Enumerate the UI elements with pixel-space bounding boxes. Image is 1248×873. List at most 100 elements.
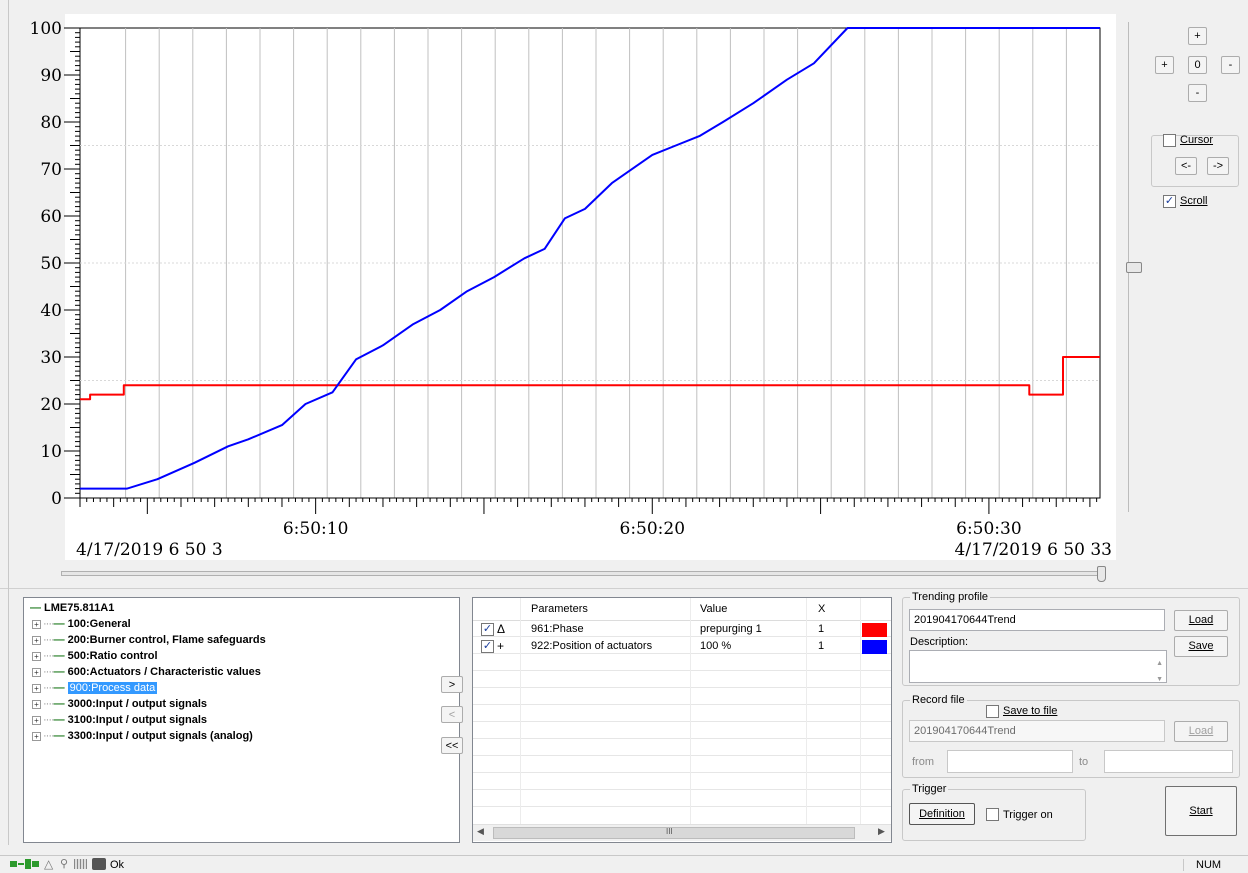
zoom-out-vertical-button[interactable]: -: [1188, 84, 1207, 102]
horizontal-slider-track: [61, 571, 1106, 576]
num-lock-indicator: NUM: [1183, 859, 1243, 871]
zoom-out-horizontal-button[interactable]: -: [1221, 56, 1240, 74]
description-scroll-up-icon[interactable]: ▲: [1156, 660, 1163, 667]
tree-node-icon: —: [53, 714, 65, 726]
parameter-tree[interactable]: — LME75.811A1 + ····— 100:General + ····— 200:B…: [23, 597, 460, 843]
grid-row-line: [473, 636, 891, 637]
param-visible-checkbox[interactable]: ✓: [481, 623, 494, 636]
series-marker-icon: +: [497, 639, 505, 653]
expand-icon[interactable]: +: [32, 699, 41, 709]
horizontal-time-slider[interactable]: [61, 566, 1106, 582]
tree-item[interactable]: + ····— 3000:Input / output signals: [32, 698, 207, 713]
grid-hscroll-thumb[interactable]: III: [493, 827, 855, 839]
tree-root[interactable]: — LME75.811A1: [30, 602, 114, 617]
expand-icon[interactable]: +: [32, 651, 41, 661]
grid-col-line: [860, 598, 861, 824]
record-file-input: 201904170644Trend: [909, 720, 1165, 742]
record-load-label: Load: [1188, 725, 1214, 737]
scroll-right-arrow-icon[interactable]: ▶: [878, 826, 885, 836]
series-color-swatch[interactable]: [862, 640, 887, 654]
y-tick-label: 30: [40, 348, 62, 368]
trigger-group: [902, 789, 1086, 841]
grid-row-line: [473, 721, 891, 722]
zoom-in-vertical-button[interactable]: +: [1188, 27, 1207, 45]
tree-node-icon: —: [53, 730, 65, 742]
vertical-zoom-slider[interactable]: [1126, 22, 1142, 512]
cursor-left-button[interactable]: <-: [1175, 157, 1197, 175]
grid-row-line: [473, 687, 891, 688]
column-header-x[interactable]: X: [818, 603, 826, 615]
tree-item-label: 100:General: [67, 618, 131, 630]
trigger-on-checkbox[interactable]: [986, 808, 999, 821]
zoom-reset-button[interactable]: 0: [1188, 56, 1207, 74]
y-tick-label: 0: [51, 489, 62, 509]
expand-icon[interactable]: +: [32, 635, 41, 645]
scroll-left-arrow-icon[interactable]: ◀: [477, 826, 484, 836]
scroll-checkbox[interactable]: ✓: [1163, 195, 1176, 208]
y-tick-label: 50: [40, 254, 62, 274]
zoom-in-horizontal-button[interactable]: +: [1155, 56, 1174, 74]
expand-icon[interactable]: +: [32, 715, 41, 725]
grid-row-line: [473, 789, 891, 790]
tree-item[interactable]: + ····— 500:Ratio control: [32, 650, 158, 665]
grid-row-line: [473, 772, 891, 773]
tree-item[interactable]: + ····— 3100:Input / output signals: [32, 714, 207, 729]
param-x: 1: [818, 623, 825, 635]
expand-icon[interactable]: +: [32, 731, 41, 741]
selected-parameters-grid[interactable]: Parameters Value X ◀ III ▶ ✓ Δ 961:Phase pr…: [472, 597, 892, 843]
grid-hscrollbar[interactable]: ◀ III ▶: [473, 824, 891, 841]
add-parameter-button[interactable]: >: [441, 676, 463, 693]
profile-save-button[interactable]: Save: [1174, 636, 1228, 657]
record-load-button[interactable]: Load: [1174, 721, 1228, 742]
remove-all-parameters-button[interactable]: <<: [441, 737, 463, 754]
trigger-definition-button[interactable]: Definition: [909, 803, 975, 825]
trending-profile-group: [902, 597, 1240, 686]
vertical-slider-thumb[interactable]: [1126, 262, 1142, 273]
cursor-checkbox[interactable]: [1163, 134, 1176, 147]
tree-item[interactable]: + ····— 600:Actuators / Characteristic val…: [32, 666, 261, 681]
tree-connector: ····: [43, 698, 55, 710]
y-tick-label: 10: [40, 442, 62, 462]
profile-name-input[interactable]: 201904170644Trend: [909, 609, 1165, 631]
param-row[interactable]: ✓ Δ 961:Phase prepurging 1 1: [473, 622, 891, 637]
tree-item[interactable]: + ····— 900:Process data: [32, 682, 158, 697]
grid-col-line: [806, 598, 807, 824]
grid-row-line: [473, 738, 891, 739]
profile-load-button[interactable]: Load: [1174, 610, 1228, 631]
column-header-parameters[interactable]: Parameters: [531, 603, 588, 615]
description-scroll-down-icon[interactable]: ▼: [1156, 676, 1163, 683]
tree-item-label: 200:Burner control, Flame safeguards: [67, 634, 266, 646]
description-textarea[interactable]: ▲ ▼: [909, 650, 1167, 683]
param-row[interactable]: ✓ +922:Position of actuators 100 % 1: [473, 639, 891, 654]
to-input[interactable]: [1104, 750, 1233, 773]
tree-node-icon: —: [53, 618, 65, 630]
from-input[interactable]: [947, 750, 1073, 773]
tree-item[interactable]: + ····— 200:Burner control, Flame safeguar…: [32, 634, 266, 649]
cursor-group: [1151, 135, 1239, 187]
tree-item-label: 500:Ratio control: [67, 650, 158, 662]
series-color-swatch[interactable]: [862, 623, 887, 637]
tree-connector: ····: [43, 618, 55, 630]
param-visible-checkbox[interactable]: ✓: [481, 640, 494, 653]
trigger-title: Trigger: [910, 783, 949, 795]
chart-end-time-label: 4/17/2019 6 50 33: [955, 540, 1112, 560]
tree-item[interactable]: + ····— 100:General: [32, 618, 131, 633]
tree-node-icon: —: [30, 602, 41, 614]
tree-connector: ····: [43, 682, 55, 694]
param-name: 961:Phase: [531, 623, 584, 635]
save-to-file-checkbox[interactable]: [986, 705, 999, 718]
column-header-value[interactable]: Value: [700, 603, 728, 615]
status-bar: △ ⚲ Ok NUM: [0, 855, 1248, 873]
horizontal-slider-thumb[interactable]: [1097, 566, 1106, 582]
remove-parameter-button[interactable]: <: [441, 706, 463, 723]
tree-item[interactable]: + ····— 3300:Input / output signals (analo…: [32, 730, 253, 745]
y-tick-label: 60: [40, 207, 62, 227]
device-icon: [92, 858, 106, 870]
expand-icon[interactable]: +: [32, 619, 41, 629]
start-button[interactable]: Start: [1165, 786, 1237, 836]
expand-icon[interactable]: +: [32, 683, 41, 693]
expand-icon[interactable]: +: [32, 667, 41, 677]
save-to-file-label: Save to file: [1003, 705, 1058, 717]
cursor-right-button[interactable]: ->: [1207, 157, 1229, 175]
tree-item-label: 3100:Input / output signals: [67, 714, 207, 726]
